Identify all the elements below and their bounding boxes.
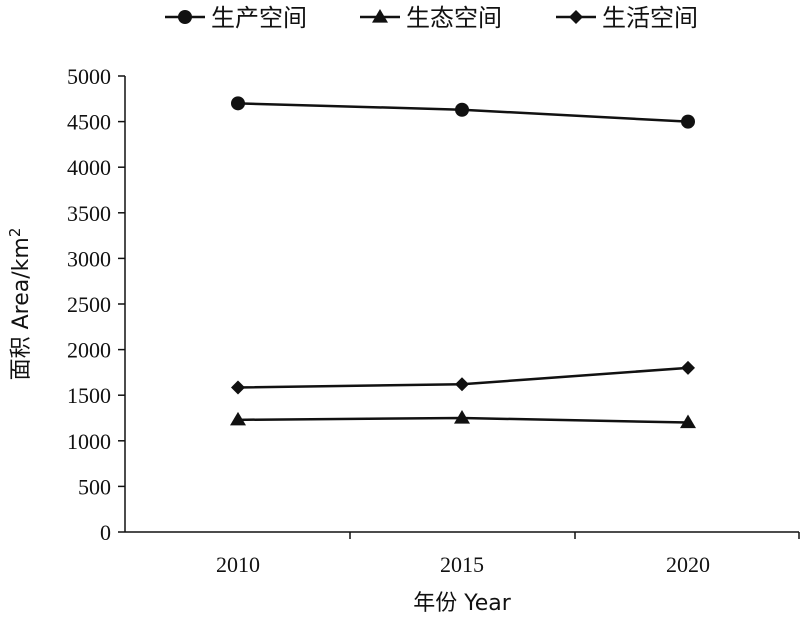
legend-label: 生态空间 (406, 4, 502, 32)
x-tick-label: 2020 (666, 552, 710, 577)
legend-label: 生活空间 (602, 4, 698, 32)
legend-item: 生产空间 (165, 4, 307, 32)
y-tick-label: 3500 (67, 201, 111, 226)
legend-item: 生活空间 (556, 4, 698, 32)
legend-marker (569, 10, 583, 24)
y-tick-label: 1500 (67, 383, 111, 408)
y-tick-label: 3000 (67, 246, 111, 271)
data-point (680, 414, 696, 429)
legend-label: 生产空间 (211, 4, 307, 32)
y-tick-label: 1000 (67, 429, 111, 454)
y-axis-title-superscript: 2 (6, 228, 24, 238)
data-point (455, 377, 469, 392)
series-diamond (231, 360, 695, 395)
y-tick-label: 0 (100, 520, 111, 545)
x-axis-title: 年份 Year (413, 591, 512, 616)
series-triangle (230, 410, 696, 429)
data-point (231, 96, 245, 111)
x-tick-label: 2015 (440, 552, 484, 577)
y-axis-title: 面积 Area/km2 (6, 228, 34, 381)
series-circle (231, 96, 695, 129)
y-axis-title-text: 面积 Area/km (9, 237, 34, 380)
data-point (681, 114, 695, 129)
y-tick-label: 5000 (67, 64, 111, 89)
y-tick-label: 4000 (67, 155, 111, 180)
y-tick-label: 2000 (67, 338, 111, 363)
data-point (230, 411, 246, 426)
x-axis-ticks: 2010 2015 2020 (216, 532, 800, 577)
legend-marker (178, 10, 192, 24)
data-point (231, 380, 245, 395)
data-point (454, 410, 470, 424)
series-layer (230, 96, 696, 429)
x-tick-label: 2010 (216, 552, 260, 577)
data-point (455, 102, 469, 117)
y-tick-label: 4500 (67, 110, 111, 135)
y-axis-ticks: 0 500 1000 1500 2000 2500 3000 3500 4000 4500 5000 (67, 64, 125, 545)
y-tick-label: 500 (78, 474, 111, 499)
plot-area: 0 500 1000 1500 2000 2500 3000 3500 4000 4500 5000… (67, 64, 800, 577)
data-point (681, 360, 695, 375)
y-tick-label: 2500 (67, 292, 111, 317)
legend-item: 生态空间 (360, 4, 502, 32)
legend-marker (372, 9, 388, 23)
legend: 生产空间 生态空间 生活空间 (165, 4, 698, 32)
